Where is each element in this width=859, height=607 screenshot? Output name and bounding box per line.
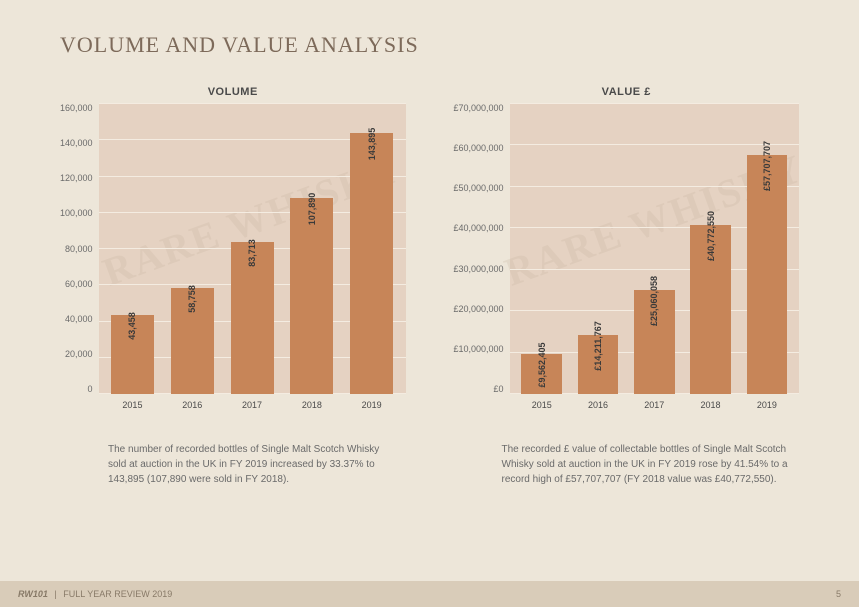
bar-label: £14,211,767 — [593, 321, 603, 371]
bar: £14,211,767 — [578, 335, 619, 394]
y-tick: £0 — [494, 385, 504, 394]
bar-col: 107,890 — [282, 104, 342, 394]
bar-label: 43,458 — [127, 312, 137, 340]
value-x-axis: 20152016201720182019 — [510, 394, 799, 410]
y-tick: 20,000 — [65, 350, 93, 359]
footer-page-number: 5 — [836, 589, 841, 599]
y-tick: 160,000 — [60, 104, 93, 113]
volume-chart-title: VOLUME — [60, 86, 406, 98]
y-tick: £20,000,000 — [454, 305, 504, 314]
y-tick: 140,000 — [60, 139, 93, 148]
bar-col: £57,707,707 — [739, 104, 795, 394]
bar: 143,895 — [350, 133, 393, 394]
x-tick: 2018 — [682, 400, 738, 410]
y-tick: 120,000 — [60, 174, 93, 183]
value-chart: VALUE £ £70,000,000 £60,000,000 £50,000,00… — [454, 86, 800, 487]
volume-x-axis: 20152016201720182019 — [99, 394, 406, 410]
bar-col: 143,895 — [342, 104, 402, 394]
y-tick: £50,000,000 — [454, 184, 504, 193]
bar-label: 107,890 — [307, 193, 317, 226]
y-tick: £60,000,000 — [454, 144, 504, 153]
x-tick: 2018 — [282, 400, 342, 410]
bar-col: 43,458 — [103, 104, 163, 394]
bar: 58,758 — [171, 288, 214, 394]
bar-col: 58,758 — [162, 104, 222, 394]
bar-col: £25,060,058 — [626, 104, 682, 394]
x-tick: 2019 — [342, 400, 402, 410]
value-caption: The recorded £ value of collectable bott… — [454, 442, 800, 487]
volume-y-axis: 160,000 140,000 120,000 100,000 80,000 60,000… — [60, 104, 99, 394]
x-tick: 2016 — [570, 400, 626, 410]
bar: 83,713 — [231, 242, 274, 394]
bar-label: 58,758 — [187, 285, 197, 313]
page-title: VOLUME AND VALUE ANALYSIS — [60, 32, 799, 58]
bar-col: 83,713 — [222, 104, 282, 394]
bar: £57,707,707 — [747, 155, 788, 394]
charts-row: VOLUME 160,000 140,000 120,000 100,000 80,00… — [60, 86, 799, 487]
y-tick: 60,000 — [65, 280, 93, 289]
y-tick: 80,000 — [65, 245, 93, 254]
y-tick: 40,000 — [65, 315, 93, 324]
volume-plot: RARE WHISKY 43,45858,75883,713107,890143… — [99, 104, 406, 394]
value-chart-title: VALUE £ — [454, 86, 800, 98]
bar: £40,772,550 — [690, 225, 731, 394]
bar-label: £9,562,405 — [537, 343, 547, 388]
bar-col: £14,211,767 — [570, 104, 626, 394]
bar: 107,890 — [290, 198, 333, 394]
y-tick: £40,000,000 — [454, 224, 504, 233]
y-tick: £10,000,000 — [454, 345, 504, 354]
bar: £25,060,058 — [634, 290, 675, 394]
y-tick: £70,000,000 — [454, 104, 504, 113]
bar-label: 83,713 — [247, 240, 257, 268]
x-tick: 2017 — [626, 400, 682, 410]
bar-label: £57,707,707 — [762, 141, 772, 191]
y-tick: £30,000,000 — [454, 265, 504, 274]
volume-chart: VOLUME 160,000 140,000 120,000 100,000 80,00… — [60, 86, 406, 487]
bar-col: £40,772,550 — [682, 104, 738, 394]
x-tick: 2019 — [739, 400, 795, 410]
bar-label: £25,060,058 — [649, 276, 659, 326]
value-plot: RARE WHISKY £9,562,405£14,211,767£25,060… — [510, 104, 799, 394]
bar-col: £9,562,405 — [514, 104, 570, 394]
x-tick: 2015 — [514, 400, 570, 410]
x-tick: 2017 — [222, 400, 282, 410]
x-tick: 2016 — [162, 400, 222, 410]
bar: 43,458 — [111, 315, 154, 394]
bar: £9,562,405 — [521, 354, 562, 394]
bar-label: £40,772,550 — [706, 211, 716, 261]
y-tick: 100,000 — [60, 209, 93, 218]
y-tick: 0 — [88, 385, 93, 394]
footer-text: FULL YEAR REVIEW 2019 — [63, 589, 172, 599]
value-y-axis: £70,000,000 £60,000,000 £50,000,000 £40,000… — [454, 104, 510, 394]
footer-brand: RW101 — [18, 589, 48, 599]
footer: RW101 | FULL YEAR REVIEW 2019 5 — [0, 581, 859, 607]
x-tick: 2015 — [103, 400, 163, 410]
volume-caption: The number of recorded bottles of Single… — [60, 442, 406, 487]
bar-label: 143,895 — [367, 128, 377, 161]
